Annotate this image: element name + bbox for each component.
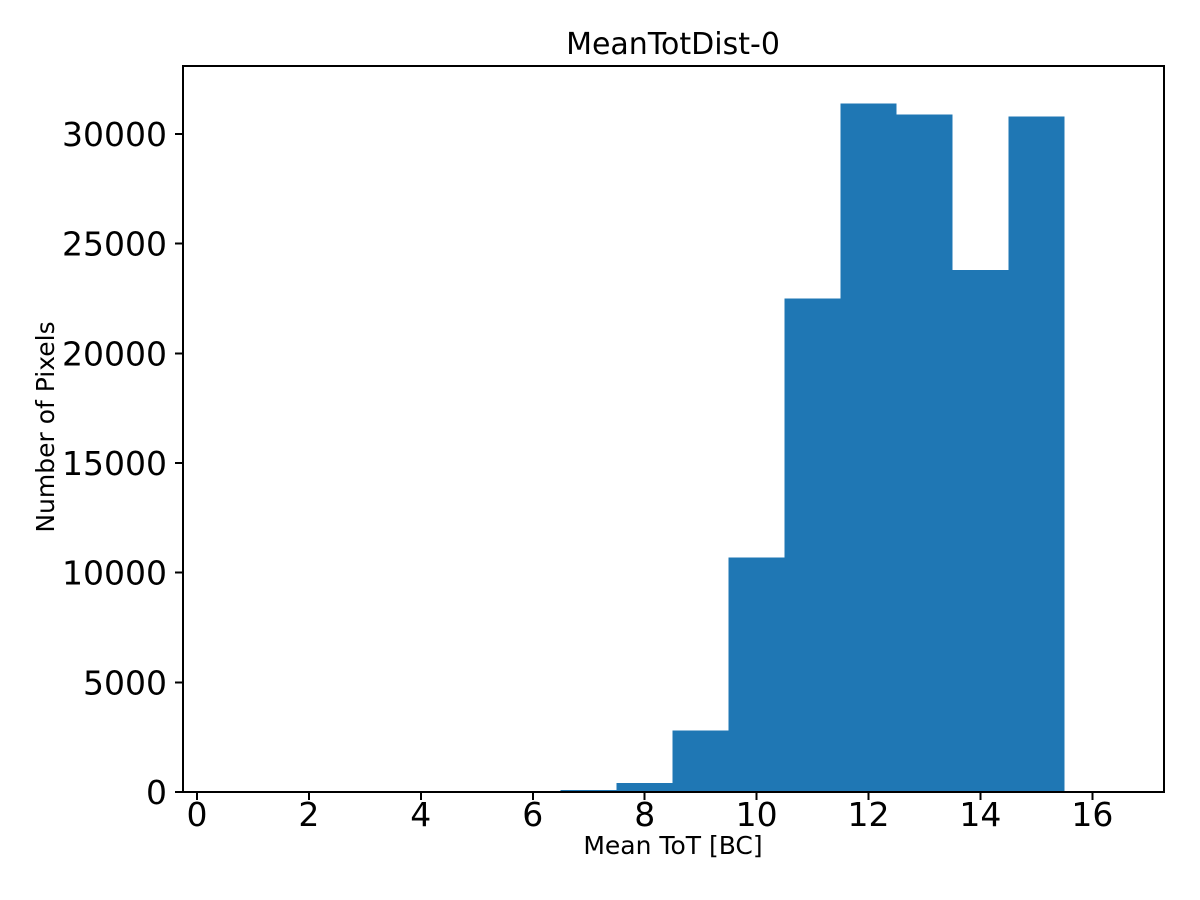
x-tick-label: 10 bbox=[736, 795, 778, 834]
x-tick-label: 0 bbox=[187, 795, 208, 834]
x-tick-label: 12 bbox=[848, 795, 890, 834]
y-tick-label: 0 bbox=[146, 773, 167, 812]
histogram-bar bbox=[896, 114, 953, 793]
y-axis-label: Number of Pixels bbox=[31, 321, 60, 533]
histogram-bar bbox=[840, 103, 897, 793]
histogram-bar bbox=[616, 783, 673, 792]
axes-box bbox=[182, 65, 1165, 793]
x-tick-label: 8 bbox=[634, 795, 655, 834]
x-tick-label: 16 bbox=[1071, 795, 1113, 834]
chart-title: MeanTotDist-0 bbox=[566, 27, 780, 62]
y-tick-label: 25000 bbox=[62, 225, 167, 264]
histogram-bar bbox=[784, 298, 841, 792]
histogram-bar bbox=[672, 730, 729, 792]
y-tick-label: 10000 bbox=[62, 554, 167, 593]
y-tick-label: 30000 bbox=[62, 115, 167, 154]
histogram-bar bbox=[728, 557, 785, 792]
x-tick-label: 14 bbox=[959, 795, 1001, 834]
x-tick-label: 4 bbox=[410, 795, 431, 834]
histogram-bar bbox=[952, 270, 1009, 792]
x-axis-label: Mean ToT [BC] bbox=[583, 831, 763, 860]
y-tick-label: 5000 bbox=[83, 663, 167, 702]
x-tick-label: 2 bbox=[298, 795, 319, 834]
y-tick-label: 15000 bbox=[62, 444, 167, 483]
x-tick-label: 6 bbox=[522, 795, 543, 834]
histogram-bar bbox=[560, 789, 617, 792]
y-tick-label: 20000 bbox=[62, 334, 167, 373]
histogram-bar bbox=[1008, 116, 1065, 792]
